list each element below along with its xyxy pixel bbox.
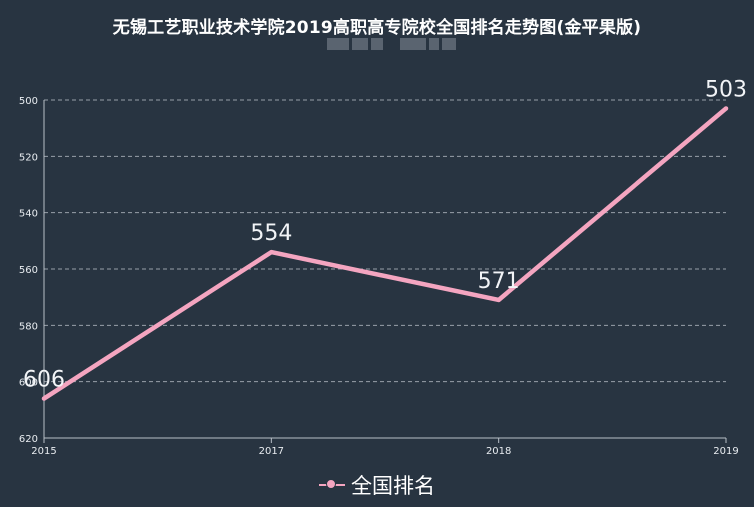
y-tick-label: 600: [19, 378, 38, 389]
x-tick-label: 2018: [486, 446, 511, 457]
y-tick-label: 500: [19, 96, 38, 107]
data-label: 606: [23, 368, 65, 393]
legend[interactable]: 全国排名: [0, 470, 754, 500]
series-line: [41, 106, 729, 401]
data-label: 503: [705, 77, 747, 102]
data-label: 554: [250, 221, 292, 246]
grid-lines: [44, 99, 726, 383]
chart-title: 无锡工艺职业技术学院2019高职高专院校全国排名走势图(金平果版): [112, 18, 642, 38]
x-tick-label: 2015: [31, 446, 56, 457]
watermark: [327, 38, 456, 50]
x-tick-label: 2017: [259, 446, 284, 457]
data-point: [496, 297, 501, 302]
data-point: [724, 106, 728, 111]
y-axis: 500 520 540 560 580 600 620: [19, 96, 45, 445]
data-point: [42, 396, 46, 401]
series-layer: [41, 106, 729, 401]
y-tick-label: 560: [19, 265, 38, 276]
x-axis: 2015 2017 2018 2019: [31, 437, 739, 457]
data-label: 571: [478, 269, 520, 294]
x-tick-label: 2019: [713, 446, 738, 457]
y-tick-label: 520: [19, 152, 38, 163]
data-labels: 606 554 571 503: [23, 77, 747, 392]
data-point: [269, 250, 274, 255]
y-tick-label: 540: [19, 209, 38, 220]
y-tick-label: 620: [19, 434, 38, 445]
y-tick-label: 580: [19, 321, 38, 332]
legend-marker-icon: [319, 478, 345, 492]
legend-label: 全国排名: [351, 474, 435, 498]
